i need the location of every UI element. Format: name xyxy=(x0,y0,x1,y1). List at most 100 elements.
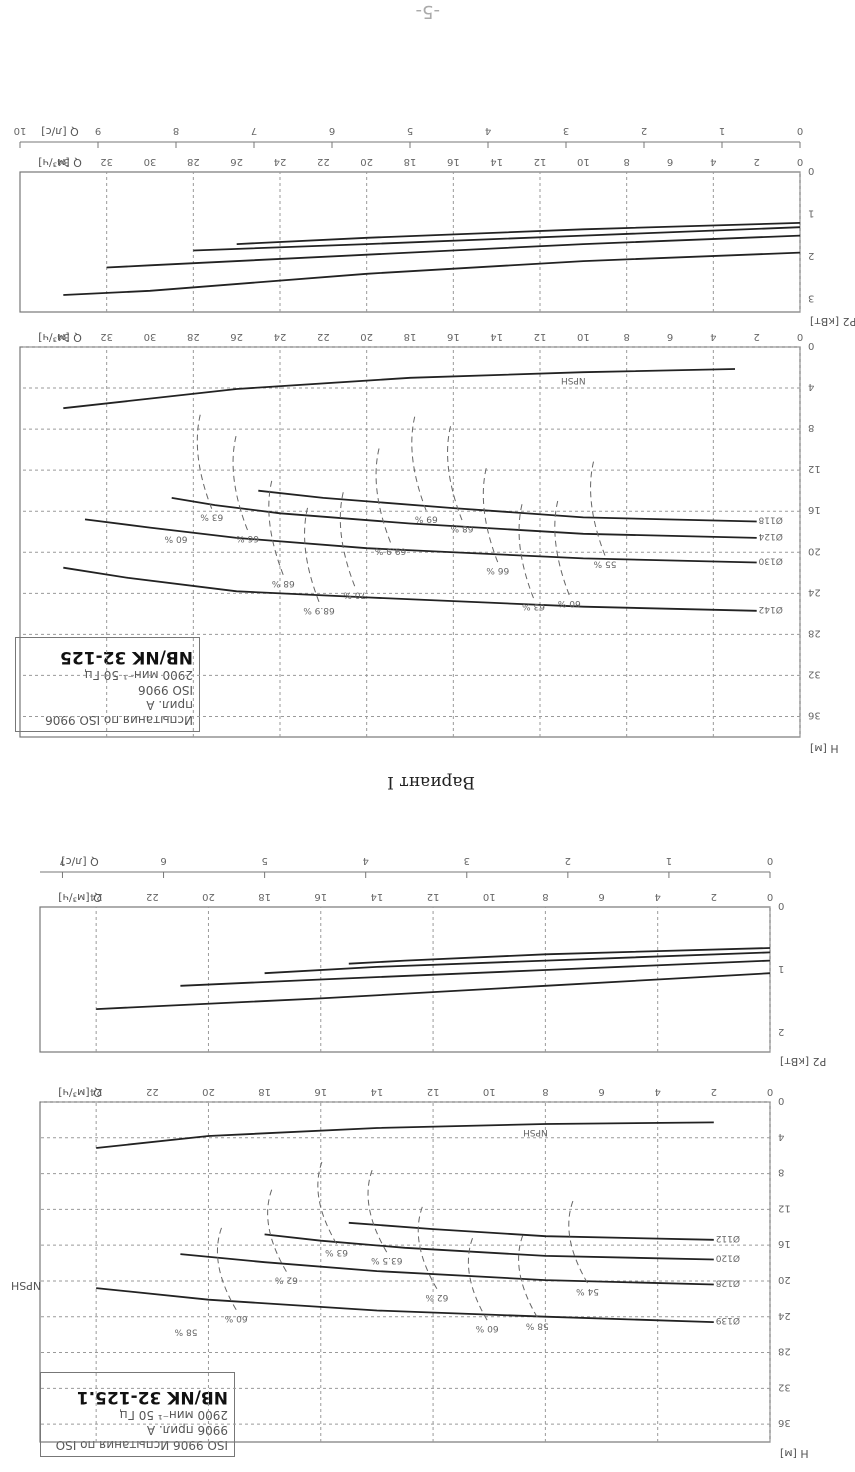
upper-npsh-curve xyxy=(63,368,736,410)
upper-q-tick-head: 6 xyxy=(667,331,673,342)
upper-q-tick-power: 30 xyxy=(144,156,157,167)
upper-h-tick: 36 xyxy=(808,709,821,720)
lower-p2-tick: 2 xyxy=(778,1026,784,1037)
lower-q-tick-head: 14 xyxy=(371,1086,384,1097)
upper-q-tick-head: 16 xyxy=(447,331,460,342)
upper-efficiency-curve-2 xyxy=(518,501,534,599)
lower-power-curve-0 xyxy=(96,972,771,1010)
lower-grid xyxy=(40,907,771,1442)
lower-q-tick-power: 24 xyxy=(90,891,103,902)
lower-h-tick: 12 xyxy=(778,1202,791,1213)
lower-q-label-head: Q [м³/ч] xyxy=(58,1086,102,1099)
upper-qls-tick: 10 xyxy=(14,125,27,136)
upper-efficiency-label-10: 66 % xyxy=(236,533,259,543)
upper-power-curve-0 xyxy=(63,251,801,296)
upper-h-tick: 12 xyxy=(808,463,821,474)
upper-q-tick-power: 28 xyxy=(187,156,200,167)
upper-qls-tick: 3 xyxy=(563,125,569,136)
upper-efficiency-curve-7 xyxy=(339,489,356,587)
lower-h-tick: 20 xyxy=(778,1274,791,1285)
lower-q-label-power: Q [м³/ч] xyxy=(58,891,102,904)
upper-efficiency-label-6: 69.9 % xyxy=(374,545,406,555)
upper-qls-tick: 8 xyxy=(173,125,179,136)
upper-q-tick-head: 18 xyxy=(404,331,417,342)
lower-qls-label: Q [л/с] xyxy=(61,855,99,868)
lower-q-tick-power: 4 xyxy=(655,891,661,902)
lower-head-curve-3 xyxy=(348,1221,714,1241)
upper-q-tick-power: 18 xyxy=(404,156,417,167)
lower-qls-tick: 2 xyxy=(565,855,571,866)
lower-head-curve-label-0: Ø139 xyxy=(715,1315,740,1326)
upper-head-frame xyxy=(19,346,801,738)
upper-q-tick-power: 12 xyxy=(534,156,547,167)
lower-h-label: H [м] xyxy=(780,1447,809,1460)
lower-efficiency-label-1: 58 % xyxy=(525,1320,548,1330)
upper-efficiency-curve-4 xyxy=(447,423,463,521)
upper-q-tick-power: 20 xyxy=(360,156,373,167)
lower-q-tick-head: 16 xyxy=(314,1086,327,1097)
lower-q-tick-head: 8 xyxy=(542,1086,548,1097)
lower-efficiency-curve-6 xyxy=(267,1187,287,1272)
lower-npsh-axis-label: NPSH xyxy=(11,1279,41,1292)
lower-efficiency-curve-5 xyxy=(317,1160,338,1245)
lower-head-curve-1 xyxy=(180,1253,714,1286)
lower-efficiency-curve-1 xyxy=(518,1233,538,1318)
upper-q-tick-power: 22 xyxy=(317,156,330,167)
upper-q-tick-head: 32 xyxy=(100,331,113,342)
upper-head-curve-label-0: Ø142 xyxy=(759,604,783,615)
lower-power-curve-3 xyxy=(348,947,771,965)
lower-npsh-curve xyxy=(96,1121,714,1149)
lower-efficiency-label-0: 54 % xyxy=(576,1286,599,1296)
upper-efficiency-label-11: 63 % xyxy=(200,512,223,522)
upper-h-tick: 4 xyxy=(808,381,814,392)
upper-q-label-power: Q [м³/ч] xyxy=(38,156,82,169)
upper-q-tick-head: 26 xyxy=(230,331,243,342)
lower-h-tick: 32 xyxy=(778,1381,791,1392)
upper-power-curve-2 xyxy=(193,226,801,252)
upper-qls-tick: 9 xyxy=(95,125,101,136)
upper-efficiency-curve-1 xyxy=(554,498,570,596)
upper-efficiency-curve-6 xyxy=(375,445,391,543)
lower-q-tick-power: 0 xyxy=(767,891,773,902)
lower-p2-tick: 0 xyxy=(778,900,784,911)
lower-qls-tick: 6 xyxy=(160,855,166,866)
upper-efficiency-label-2: 63 % xyxy=(522,601,545,611)
lower-efficiency-label-4: 63.5 % xyxy=(371,1255,403,1265)
upper-q-tick-head: 30 xyxy=(144,331,157,342)
lower-qls-tick: 5 xyxy=(261,855,267,866)
upper-h-tick: 32 xyxy=(808,668,821,679)
upper-grid xyxy=(20,172,801,737)
upper-efficiency-curve-8 xyxy=(304,505,320,602)
lower-head-curve-label-1: Ø128 xyxy=(715,1278,740,1289)
lower-power-curve-1 xyxy=(180,959,771,987)
upper-h-tick: 24 xyxy=(808,586,821,597)
lower-efficiency-label-6: 62 % xyxy=(274,1275,297,1285)
lower-qls-tick: 7 xyxy=(59,855,65,866)
lower-q-tick-power: 22 xyxy=(146,891,159,902)
upper-efficiency-curve-9 xyxy=(268,478,284,575)
lower-efficiency-label-5: 63 % xyxy=(325,1247,348,1257)
lower-efficiency-curve-4 xyxy=(367,1168,388,1253)
lower-q-tick-power: 18 xyxy=(258,891,271,902)
lower-qls-tick: 1 xyxy=(666,855,672,866)
lower-q-tick-power: 2 xyxy=(711,891,717,902)
lower-h-tick: 24 xyxy=(778,1310,791,1321)
lower-h-tick: 4 xyxy=(778,1131,784,1142)
upper-q-tick-power: 26 xyxy=(230,156,243,167)
upper-h-label: H [м] xyxy=(810,742,839,755)
lower-q-tick-power: 12 xyxy=(427,891,440,902)
lower-q-tick-power: 14 xyxy=(371,891,384,902)
lower-npsh-curve-label: NPSH xyxy=(523,1127,548,1137)
lower-h-tick: 36 xyxy=(778,1417,791,1428)
upper-q-tick-power: 0 xyxy=(797,156,803,167)
lower-h-tick: 8 xyxy=(778,1167,784,1178)
upper-q-tick-head: 4 xyxy=(710,331,716,342)
lower-p2-tick: 1 xyxy=(778,963,784,974)
upper-q-tick-power: 6 xyxy=(667,156,673,167)
upper-q-tick-head: 8 xyxy=(623,331,629,342)
upper-npsh-curve-label: NPSH xyxy=(561,375,586,385)
lower-h-tick: 16 xyxy=(778,1238,791,1249)
upper-head-curve-label-1: Ø130 xyxy=(758,556,783,567)
upper-q-tick-power: 4 xyxy=(710,156,716,167)
